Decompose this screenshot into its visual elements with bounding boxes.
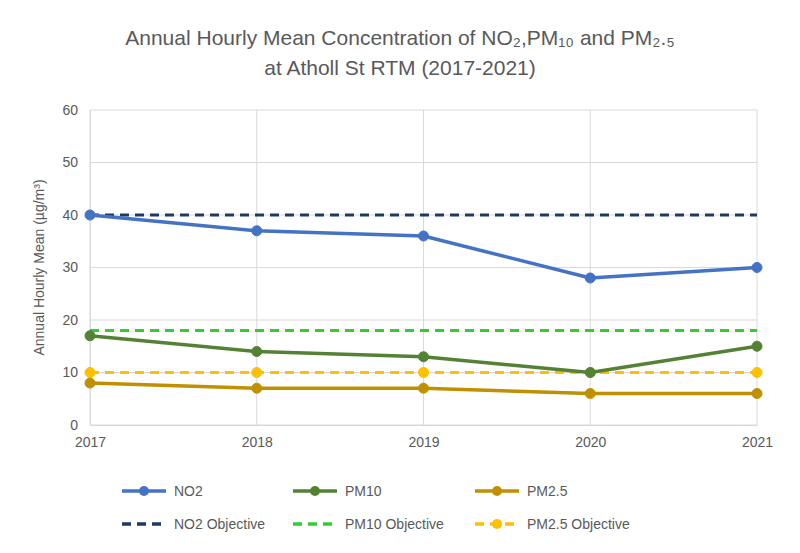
legend-marker — [492, 519, 502, 529]
plot: 2017 2018 2019 2020 2021 0 10 20 30 40 50 60 — [62, 102, 773, 450]
legend-label: NO2 Objective — [174, 516, 265, 532]
chart: Annual Hourly Mean Concentration of NO₂,… — [0, 0, 800, 553]
y-tick: 60 — [62, 102, 90, 118]
legend: NO2 PM10 PM2.5 NO2 Objective PM10 Objective P… — [122, 483, 630, 532]
marks — [85, 210, 762, 399]
series-line — [90, 215, 757, 278]
series-marker — [419, 368, 429, 378]
series-marker — [419, 383, 429, 393]
series-marker — [585, 368, 595, 378]
x-tick-label: 2017 — [75, 434, 106, 450]
series-marker — [252, 347, 262, 357]
x-tick: 2019 — [408, 425, 439, 450]
series-marker — [752, 263, 762, 273]
legend-swatch — [122, 522, 166, 526]
legend-label: PM10 — [345, 483, 382, 499]
legend-item: PM2.5 Objective — [475, 516, 630, 532]
legend-label: PM2.5 Objective — [527, 516, 630, 532]
series-marker — [252, 383, 262, 393]
series-line — [90, 214, 757, 217]
x-tick-label: 2019 — [408, 434, 439, 450]
y-tick-label: 60 — [62, 102, 78, 118]
legend-label: NO2 — [174, 483, 203, 499]
series-marker — [585, 273, 595, 283]
legend-label: PM10 Objective — [345, 516, 444, 532]
series-marker — [85, 331, 95, 341]
legend-marker — [310, 486, 320, 496]
y-tick-label: 20 — [62, 312, 78, 328]
x-tick-label: 2020 — [575, 434, 606, 450]
series-marker — [585, 389, 595, 399]
x-axis-line — [91, 425, 758, 426]
legend-item: PM10 — [293, 483, 382, 499]
y-tick-label: 50 — [62, 154, 78, 170]
x-tick: 2018 — [242, 425, 273, 450]
x-axis: 2017 2018 2019 2020 2021 — [75, 425, 773, 450]
legend-marker — [492, 486, 502, 496]
series-line — [90, 383, 757, 394]
x-tick: 2020 — [575, 425, 606, 450]
y-tick: 0 — [70, 417, 90, 433]
legend-marker — [139, 486, 149, 496]
legend-swatch — [293, 522, 337, 526]
x-tick: 2017 — [75, 425, 106, 450]
title: Annual Hourly Mean Concentration of NO₂,… — [125, 26, 674, 79]
series-marker — [752, 389, 762, 399]
y-tick-label: 0 — [70, 417, 78, 433]
y-tick: 20 — [62, 312, 90, 328]
series-marker — [419, 231, 429, 241]
x-tick: 2021 — [742, 425, 773, 450]
series-line — [90, 329, 757, 332]
x-tick-label: 2021 — [742, 434, 773, 450]
x-tick-label: 2018 — [242, 434, 273, 450]
legend-label: PM2.5 — [527, 483, 568, 499]
y-tick: 50 — [62, 154, 90, 170]
y-tick: 30 — [62, 259, 90, 275]
legend-item: NO2 Objective — [122, 516, 265, 532]
series-marker — [752, 341, 762, 351]
y-tick-label: 10 — [62, 364, 78, 380]
y-tick-label: 40 — [62, 207, 78, 223]
y-tick-label: 30 — [62, 259, 78, 275]
background — [0, 0, 800, 553]
series-marker — [85, 210, 95, 220]
legend-item: PM2.5 — [475, 483, 568, 499]
series-marker — [85, 368, 95, 378]
series-marker — [419, 352, 429, 362]
grid — [90, 110, 757, 425]
grid-line-y — [90, 215, 757, 216]
title-line: at Atholl St RTM (2017-2021) — [264, 56, 536, 79]
series-marker — [85, 378, 95, 388]
legend-item: NO2 — [122, 483, 203, 499]
series-marker — [585, 368, 595, 378]
series-marker — [752, 368, 762, 378]
series-marker — [252, 368, 262, 378]
series-line — [90, 336, 757, 373]
series-marker — [252, 226, 262, 236]
legend-item: PM10 Objective — [293, 516, 444, 532]
y-axis-title: Annual Hourly Mean (µg/m³) — [31, 179, 47, 355]
title-line: Annual Hourly Mean Concentration of NO₂,… — [125, 26, 674, 49]
